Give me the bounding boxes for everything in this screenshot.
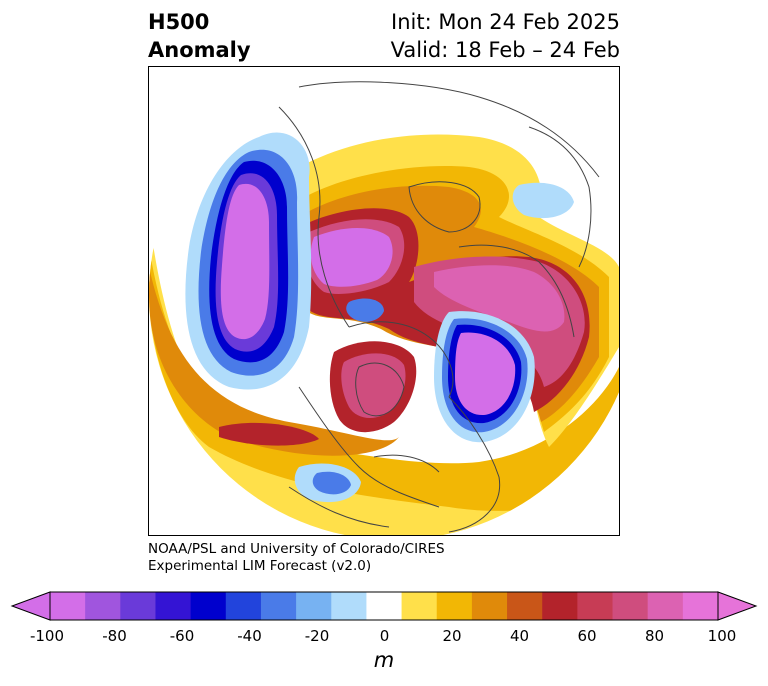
colorbar-segment <box>471 592 508 620</box>
title-type: Anomaly <box>148 38 251 62</box>
negative-anomaly-bering <box>346 298 384 322</box>
colorbar-segment <box>612 592 649 620</box>
colorbar-segment <box>50 592 86 620</box>
colorbar-tick-label: -100 <box>29 627 65 645</box>
forecast-dates: Init: Mon 24 Feb 2025 Valid: 18 Feb – 24… <box>391 8 620 64</box>
positive-anomaly-magenta-hudson <box>341 353 406 419</box>
coastlines <box>278 81 600 533</box>
colorbar-segment <box>507 592 543 620</box>
colorbar-segment <box>296 592 332 620</box>
colorbar-segment <box>401 592 438 620</box>
positive-anomaly-dark-orange <box>149 267 399 456</box>
credit-text: NOAA/PSL and University of Colorado/CIRE… <box>148 541 445 575</box>
colorbar-segment <box>190 592 227 620</box>
anomaly-map-svg <box>149 67 619 535</box>
colorbar-segment <box>225 592 262 620</box>
colorbar-tick-label: -80 <box>102 627 127 645</box>
colorbar-tick-label: 40 <box>509 627 530 645</box>
negative-anomaly-magenta-pacific <box>220 183 270 340</box>
colorbar-tick-label: -20 <box>304 627 330 645</box>
colorbar-segment <box>120 592 156 620</box>
colorbar-unit: m <box>373 648 395 672</box>
colorbar-tick-label: 80 <box>644 627 665 645</box>
title-variable: H500 <box>148 10 210 34</box>
negative-anomaly-us-core <box>312 471 351 495</box>
colorbar-segment <box>155 592 192 620</box>
colorbar-under-arrow <box>10 591 51 621</box>
positive-anomaly-red-pacific <box>219 422 319 446</box>
colorbar <box>0 586 768 626</box>
anomaly-map <box>148 66 620 536</box>
colorbar-segment <box>85 592 121 620</box>
colorbar-segment <box>577 592 614 620</box>
colorbar-tick-label: -40 <box>237 627 262 645</box>
colorbar-tick-label: -60 <box>169 627 195 645</box>
colorbar-segment <box>682 592 719 620</box>
credit-line-2: Experimental LIM Forecast (v2.0) <box>148 558 372 574</box>
credit-line-1: NOAA/PSL and University of Colorado/CIRE… <box>148 541 445 557</box>
colorbar-tick-label: 60 <box>577 627 597 645</box>
colorbar-segment <box>331 592 367 620</box>
colorbar-outline <box>49 591 719 621</box>
colorbar-tick-label: 100 <box>707 627 737 645</box>
colorbar-segment <box>260 592 297 620</box>
colorbar-over-arrow <box>717 591 758 621</box>
positive-anomaly-magenta-greenland <box>310 228 393 287</box>
colorbar-tick-label: 20 <box>442 627 462 645</box>
negative-anomaly-magenta-europe <box>455 332 516 416</box>
colorbar-segment <box>366 592 403 620</box>
negative-anomaly-siberia <box>512 182 574 219</box>
colorbar-ticks: -100 -80 -60 -40 -20 0 20 40 60 80 100 <box>0 627 768 647</box>
colorbar-segment <box>542 592 578 620</box>
colorbar-tick-label: 0 <box>379 627 390 645</box>
colorbar-segment <box>647 592 684 620</box>
valid-range: Valid: 18 Feb – 24 Feb <box>390 38 620 62</box>
map-title: H500 Anomaly <box>148 8 251 64</box>
init-date: Init: Mon 24 Feb 2025 <box>391 10 620 34</box>
positive-anomaly-magenta-eurasia <box>434 265 565 332</box>
colorbar-svg <box>10 591 758 621</box>
colorbar-segment <box>436 592 473 620</box>
